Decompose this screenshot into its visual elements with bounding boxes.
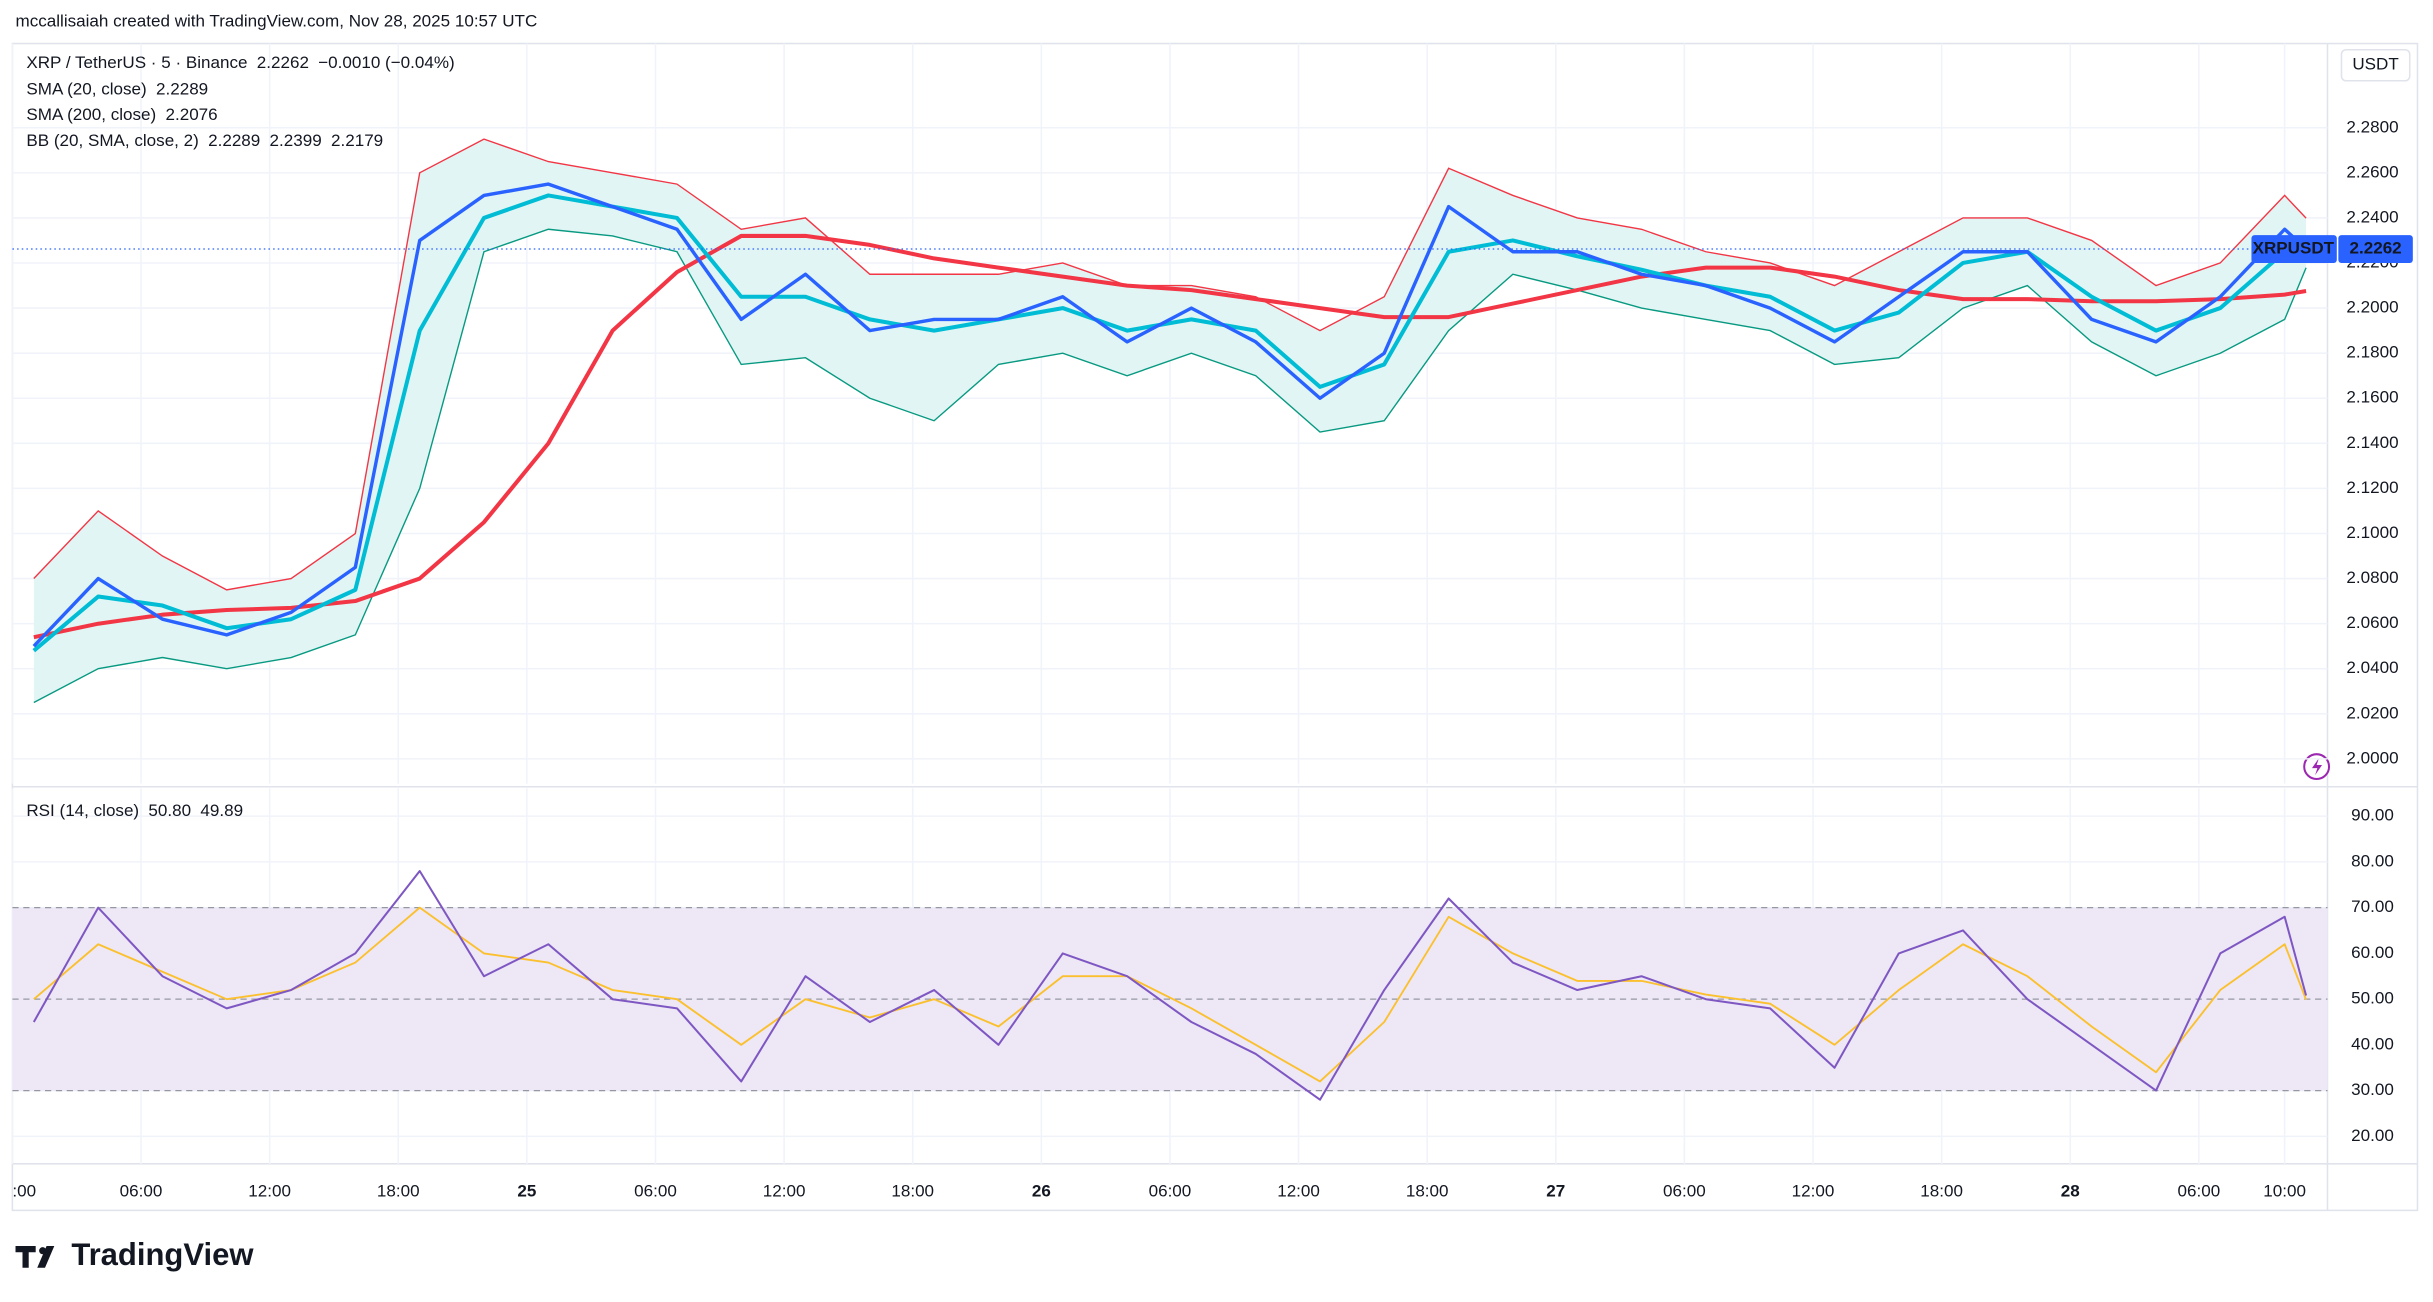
alert-icon-bolt: [2311, 758, 2323, 776]
y-tick-label: 2.0600: [2346, 613, 2398, 632]
series-line: [33, 906, 2307, 1083]
x-tick-label: 06:00: [634, 1181, 677, 1200]
unit-box[interactable]: [2340, 48, 2411, 82]
series-line: [32, 870, 2308, 1101]
x-tick-label: 12:00: [1277, 1181, 1320, 1200]
price-tag: [2338, 235, 2413, 263]
x-tick-label: 12:00: [763, 1181, 806, 1200]
x-tick-label: 10:00: [2263, 1181, 2306, 1200]
symbol-tag-label: XRPUSDT: [2253, 239, 2335, 258]
y-tick-label: 20.00: [2351, 1126, 2394, 1145]
x-tick-label: 18:00: [1406, 1181, 1449, 1200]
x-tick-label: 28: [2061, 1181, 2080, 1200]
y-tick-label: 50.00: [2351, 989, 2394, 1008]
brand-logo: [15, 1246, 55, 1268]
legend-value: 2.2289: [156, 80, 208, 99]
x-tick-label: 12:00: [1792, 1181, 1835, 1200]
pane: [11, 788, 2328, 1164]
band-upper: [33, 138, 2307, 591]
series-line: [33, 233, 2307, 640]
y-tick-label: 80.00: [2351, 851, 2394, 870]
header: mccallisaiah created with TradingView.co…: [16, 11, 538, 30]
y-tick-label: 2.1800: [2346, 343, 2398, 362]
x-tick-label: 12:00: [248, 1181, 291, 1200]
x-tick-label: 18:00: [891, 1181, 934, 1200]
symbol-tag: [2251, 235, 2337, 263]
unit-label: USDT: [2352, 55, 2399, 74]
x-tick-label: 25: [517, 1181, 536, 1200]
x-tick-label: 18:00: [377, 1181, 420, 1200]
y-tick-label: 2.0200: [2346, 703, 2398, 722]
x-tick-label: 06:00: [1149, 1181, 1192, 1200]
legend-value: 2.2399: [270, 131, 322, 150]
x-tick-label: 06:00: [2178, 1181, 2221, 1200]
band-lower: [33, 228, 2307, 704]
legend-change: −0.0010 (−0.04%): [318, 53, 454, 72]
legend-value: 2.2076: [166, 105, 218, 124]
y-tick-label: 2.1600: [2346, 388, 2398, 407]
legend-value: 2.2179: [331, 131, 383, 150]
x-tick-label: 18:00: [1920, 1181, 1963, 1200]
y-tick-label: 2.1200: [2346, 478, 2398, 497]
y-tick-label: 2.0800: [2346, 568, 2398, 587]
legend-title: XRP / TetherUS · 5 · Binance: [26, 53, 247, 72]
series-line: [32, 193, 2307, 653]
x-tick-label: 06:00: [120, 1181, 163, 1200]
legend-title: RSI (14, close): [26, 801, 139, 820]
y-tick-label: 30.00: [2351, 1080, 2394, 1099]
legend-value: 2.2262: [257, 53, 309, 72]
y-tick-label: 70.00: [2351, 897, 2394, 916]
y-tick-label: 60.00: [2351, 943, 2394, 962]
x-tick-label: 26: [1032, 1181, 1051, 1200]
legend-name: SMA (20, close): [26, 80, 146, 99]
y-tick-label: 2.1400: [2346, 433, 2398, 452]
brand-icon-dot: [39, 1247, 47, 1255]
series-line: [32, 182, 2308, 648]
x-tick-label: :00: [12, 1181, 36, 1200]
y-tick-label: 2.0400: [2346, 658, 2398, 677]
y-tick-label: 2.1000: [2346, 523, 2398, 542]
y-tick-label: 2.2800: [2346, 117, 2398, 136]
y-tick-label: 40.00: [2351, 1034, 2394, 1053]
y-tick-label: 2.0000: [2346, 748, 2398, 767]
legend-value: 50.80: [148, 801, 191, 820]
legend-value: 2.2289: [208, 131, 260, 150]
band-fill: [33, 139, 2307, 703]
legend-value: 49.89: [200, 801, 243, 820]
price-tag-label: 2.2262: [2350, 239, 2402, 258]
pane: [11, 43, 2328, 784]
x-tick-label: 06:00: [1663, 1181, 1706, 1200]
y-tick-label: 2.2600: [2346, 162, 2398, 181]
y-tick-label: 2.2000: [2346, 298, 2398, 317]
legend-name: BB (20, SMA, close, 2): [26, 131, 198, 150]
x-tick-label: 27: [1546, 1181, 1565, 1200]
y-tick-label: 90.00: [2351, 806, 2394, 825]
y-tick-label: 2.2400: [2346, 207, 2398, 226]
brand: TradingView: [71, 1237, 254, 1272]
legend-name: SMA (200, close): [26, 105, 156, 124]
